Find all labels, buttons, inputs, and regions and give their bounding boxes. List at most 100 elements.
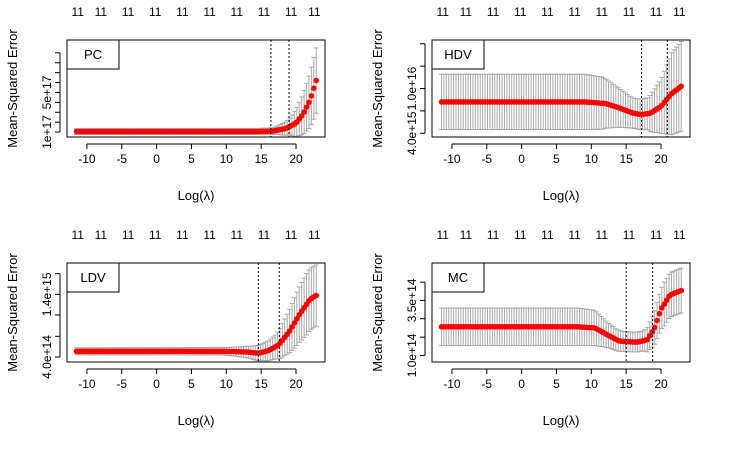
cv-point xyxy=(289,324,295,330)
x-tick-label: -10 xyxy=(443,152,461,166)
top-axis-label: 11 xyxy=(149,228,162,242)
legend-box xyxy=(431,262,485,293)
top-axis-label: 11 xyxy=(436,5,449,19)
y-axis-label: Mean-Squared Error xyxy=(5,253,20,372)
top-axis-label: 11 xyxy=(623,5,636,19)
plot-frame xyxy=(66,262,326,363)
legend-label: LDV xyxy=(80,270,106,285)
x-tick-label: 5 xyxy=(188,152,195,166)
x-tick-label: -5 xyxy=(116,377,127,391)
plot-frame xyxy=(66,39,326,138)
y-axis: 1e+17 5e+17 Mean-Squared Error xyxy=(5,29,61,149)
cv-point xyxy=(303,104,310,110)
y-tick-label: 5e+17 xyxy=(40,75,54,109)
x-axis: -10 -5 0 5 10 15 20 Log(λ) xyxy=(78,143,303,203)
y-axis: 4.0e+151.0e+16 Mean-Squared Error xyxy=(370,29,426,155)
legend-box xyxy=(66,262,120,293)
y-tick-label: 1.4e+15 xyxy=(40,272,54,316)
cv-point xyxy=(313,292,320,299)
top-axis-label: 11 xyxy=(487,5,500,19)
y-tick-label: 4.0e+14 xyxy=(40,335,54,379)
top-axis-label: 11 xyxy=(541,228,554,242)
y-tick-label: 3.5e+14 xyxy=(405,278,419,322)
cv-point xyxy=(678,83,685,90)
x-tick-label: 0 xyxy=(518,152,525,166)
top-axis-label: 11 xyxy=(514,5,527,19)
cv-point xyxy=(301,109,307,115)
top-axis-label: 11 xyxy=(258,228,271,242)
legend: LDV xyxy=(66,262,120,293)
cv-point xyxy=(306,99,312,106)
y-axis: 4.0e+14 1.4e+15 Mean-Squared Error xyxy=(5,253,61,379)
top-axis-label: 11 xyxy=(568,228,581,242)
cv-point xyxy=(678,287,685,294)
top-axis-label: 11 xyxy=(460,228,473,242)
x-tick-label: 15 xyxy=(254,377,268,391)
top-axis-label: 11 xyxy=(71,228,84,242)
legend-box xyxy=(431,39,485,70)
top-axis-label: 11 xyxy=(308,228,321,242)
cv-point xyxy=(310,85,317,92)
top-axis-label: 11 xyxy=(436,228,449,242)
top-axis-label: 11 xyxy=(203,5,216,19)
legend: PC xyxy=(66,39,120,70)
top-axis-label: 11 xyxy=(95,228,108,242)
legend-box xyxy=(66,39,120,70)
x-tick-label: 20 xyxy=(654,377,668,391)
top-axis-label: 11 xyxy=(487,228,500,242)
x-tick-label: 10 xyxy=(585,152,599,166)
top-axis-label: 11 xyxy=(231,228,244,242)
x-tick-label: 20 xyxy=(654,152,668,166)
x-tick-label: 15 xyxy=(619,152,633,166)
top-axis-label: 11 xyxy=(149,5,162,19)
cv-point xyxy=(651,324,658,331)
y-axis-label: Mean-Squared Error xyxy=(370,29,385,148)
top-axis: 11 11 11 11 11 11 11 11 11 11 xyxy=(71,228,320,242)
legend: MC xyxy=(431,262,485,293)
x-tick-label: -5 xyxy=(116,152,127,166)
top-axis-label: 11 xyxy=(95,5,108,19)
top-axis-label: 11 xyxy=(285,228,298,242)
top-axis-label: 11 xyxy=(650,5,663,19)
legend-label: HDV xyxy=(444,47,472,62)
x-tick-label: 0 xyxy=(153,377,160,391)
x-tick-label: -10 xyxy=(78,152,96,166)
y-axis: 1.0e+14 3.5e+14 Mean-Squared Error xyxy=(370,253,426,377)
top-axis-label: 11 xyxy=(568,5,581,19)
x-axis-label: Log(λ) xyxy=(178,413,215,428)
x-tick-label: 10 xyxy=(220,377,234,391)
cv-point xyxy=(286,328,293,334)
top-axis-label: 11 xyxy=(231,5,244,19)
x-axis-label: Log(λ) xyxy=(543,188,580,203)
cv-points xyxy=(438,287,685,345)
x-axis: -10 -5 0 5 10 15 20 Log(λ) xyxy=(443,368,668,428)
legend-label: MC xyxy=(448,270,468,285)
top-axis-label: 11 xyxy=(596,5,609,19)
cv-point xyxy=(313,77,320,84)
x-axis-label: Log(λ) xyxy=(543,413,580,428)
y-tick-label: 1.0e+16 xyxy=(405,66,419,110)
cv-point xyxy=(294,316,300,322)
cv-points xyxy=(438,83,685,118)
top-axis-label: 11 xyxy=(258,5,271,19)
x-tick-label: 15 xyxy=(254,152,268,166)
plot-frame xyxy=(431,39,691,138)
cv-point xyxy=(308,93,315,99)
x-tick-label: -10 xyxy=(78,377,96,391)
top-axis-label: 11 xyxy=(203,228,216,242)
x-tick-label: -5 xyxy=(481,377,492,391)
top-axis-label: 11 xyxy=(71,5,84,19)
top-axis: 11 11 11 11 11 11 11 11 11 11 xyxy=(71,5,320,19)
x-tick-label: 5 xyxy=(553,152,560,166)
x-tick-label: -10 xyxy=(443,377,461,391)
top-axis-label: 11 xyxy=(673,228,686,242)
legend: HDV xyxy=(431,39,485,70)
top-axis: 11 11 11 11 11 11 11 11 11 11 xyxy=(436,228,685,242)
top-axis-label: 11 xyxy=(122,5,135,19)
